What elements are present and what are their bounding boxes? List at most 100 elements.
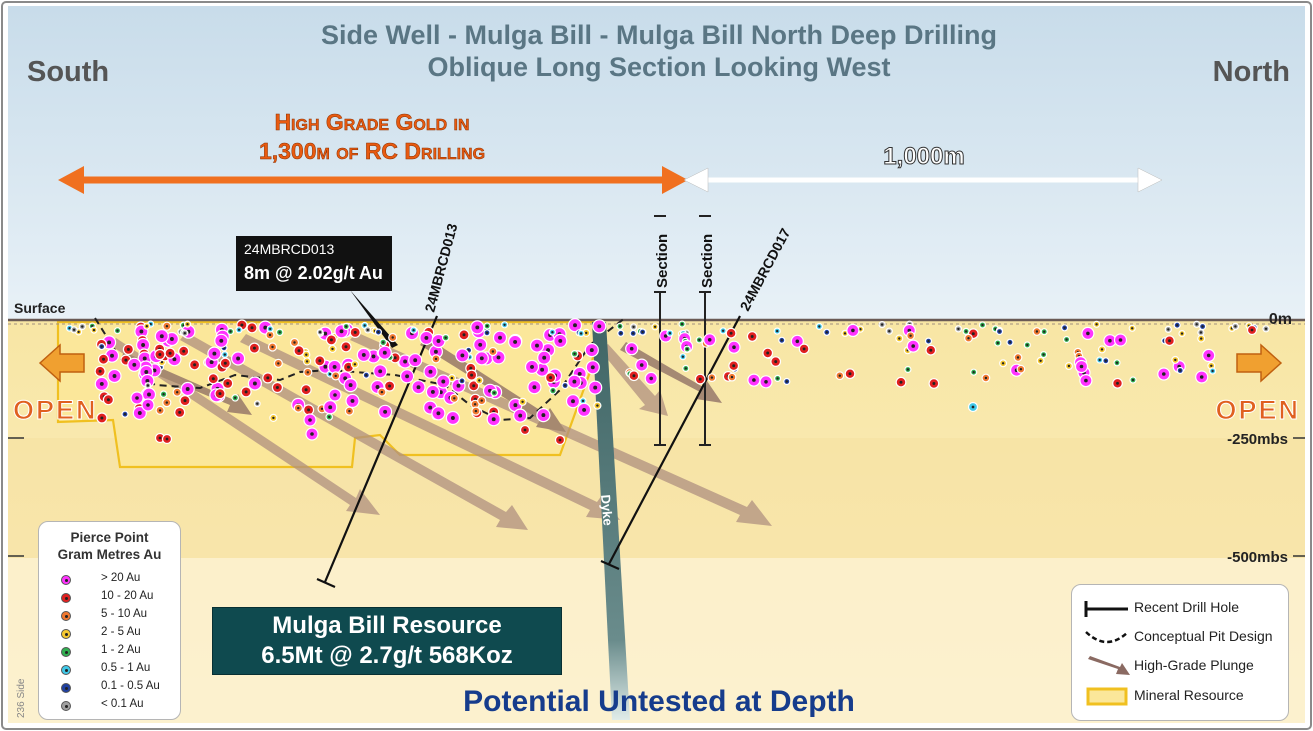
open-arrow-left-icon [38,343,85,383]
pierce-point-core [1116,381,1119,385]
pierce-point-core [323,364,328,369]
pierce-point-core [721,329,725,332]
pierce-point-core [618,325,622,328]
pierce-point-core [450,416,455,420]
pierce-point-core [158,436,162,440]
pierce-point-core [149,322,152,326]
pierce-point-core [848,372,852,376]
depth-label-500: -500mbs [1227,549,1288,566]
pierce-point-core [271,345,274,349]
pierce-point-core [436,411,441,416]
pierce-point-core [428,405,433,410]
pierce-point-core [470,373,474,377]
pierce-point-core [158,353,162,356]
plunge-arrow [240,334,620,520]
pierce-point-core [1210,364,1213,367]
pierce-point-core [450,376,454,380]
side-tag: 236 Side [16,678,27,718]
pierce-point-core [957,327,960,331]
pierce-point-core [686,347,689,351]
pierce-point-core [1162,372,1166,376]
pierce-point-core [412,329,415,332]
pierce-point-core [165,401,168,404]
pierce-point-core [176,391,179,394]
pierce-point-core [971,332,975,336]
distance-label: 1,000m [883,143,964,170]
pierce-point-core [320,407,324,410]
legend-label: 5 - 10 Au [101,608,148,620]
pierce-point-core [460,379,464,383]
pierce-point-core [250,326,254,330]
high-grade-extent-arrow [58,166,688,194]
pierce-point-core [473,403,477,406]
legend-label: 1 - 2 Au [101,644,141,656]
pierce-point-core [785,380,788,383]
pierce-point-core [1035,330,1039,333]
pierce-point-core [485,331,489,334]
pierce-point-core [219,338,224,343]
pierce-point-core [126,347,130,351]
pierce-point-core [428,369,433,374]
pierce-point-core [909,334,912,337]
pierce-point-core [328,415,331,419]
pierce-point-core [1131,327,1134,330]
drill-end-cap [316,577,336,589]
pierce-point-core [234,396,237,399]
pierce-point-core [306,371,309,374]
dyke [592,322,630,720]
pierce-point-core [441,379,446,384]
legend-label: 0.5 - 1 Au [101,662,151,674]
pierce-point-core [1019,368,1023,371]
pierce-point-core [462,333,466,337]
pierce-point-swatch-icon [61,701,71,711]
pierce-point-core [1195,323,1198,326]
pierce-point-core [347,365,350,369]
drill-trace [608,315,741,565]
pierce-point-core [168,351,172,355]
pierce-point-core [183,399,187,403]
pierce-point-core [453,397,456,400]
direction-north: North [1213,56,1290,88]
pierce-point-core [116,329,119,332]
pierce-point-core [142,356,147,361]
pierce-point-core [416,385,421,390]
pierce-point-core [795,339,800,344]
pierce-point-swatch-icon [61,629,71,639]
pierce-point-core [141,343,146,347]
pierce-point-core [851,328,855,333]
bottom-caption: Potential Untested at Depth [463,685,855,718]
pierce-point-core [1199,331,1203,334]
pierce-point-core [144,370,149,374]
resource-box: Mulga Bill Resource 6.5Mt @ 2.7g/t 568Ko… [212,607,562,675]
pierce-point-core [629,346,634,351]
pierce-point-core [382,341,385,344]
legend-label: 0.1 - 0.5 Au [101,680,160,692]
pierce-point-core [1131,378,1135,382]
pierce-point-core [263,325,268,330]
pierce-point-core [1016,356,1020,359]
pierce-point-core [680,322,684,326]
pierce-point-core [1206,353,1211,358]
pierce-point-core [467,349,470,352]
pierce-point-core [964,330,968,333]
pierce-point-core [318,359,322,363]
pierce-point-core [1115,361,1119,364]
pierce-point-core [307,408,311,412]
pierce-point-swatch-icon [61,575,71,585]
pierce-point-core [698,377,702,381]
pierce-point-core [405,374,410,379]
pierce-point-core [353,363,357,366]
pierce-point-core [710,376,714,379]
pierce-point-core [100,416,104,420]
section-line-2 [699,215,711,446]
pierce-point-core [328,405,333,410]
sky [8,6,1305,319]
pierce-point-core [92,328,96,332]
high-grade-line-1: High Grade Gold in [274,109,469,135]
pierce-point-core [329,338,333,342]
pierce-point-core [967,337,970,340]
open-label-right: OPEN [1215,395,1300,425]
pierce-point-core [590,365,595,370]
pierce-point-core [236,356,241,361]
